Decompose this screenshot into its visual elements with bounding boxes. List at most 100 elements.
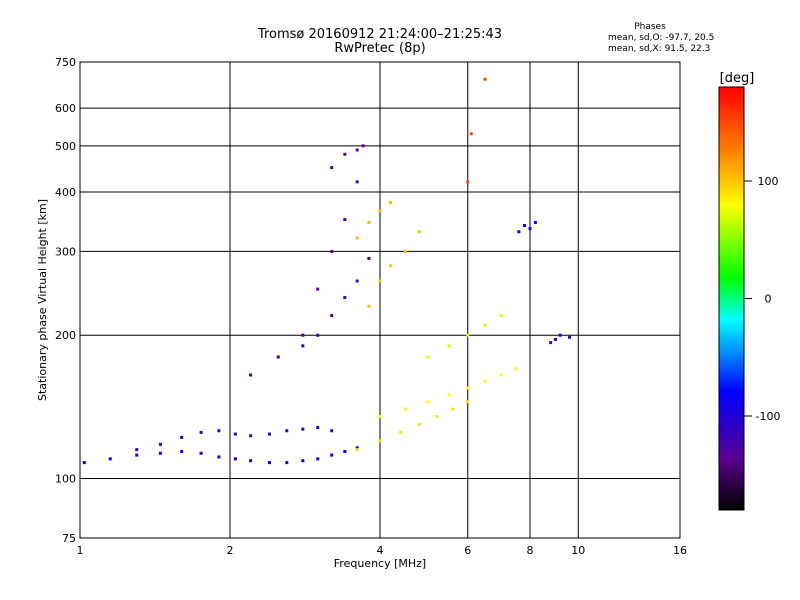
chart-title: Tromsø 20160912 21:24:00–21:25:43 bbox=[257, 27, 503, 42]
data-point bbox=[249, 373, 253, 377]
data-point bbox=[528, 227, 532, 231]
data-point bbox=[330, 429, 334, 433]
data-point bbox=[367, 256, 371, 260]
data-point bbox=[301, 427, 305, 431]
data-point bbox=[553, 337, 557, 341]
data-point bbox=[426, 400, 430, 404]
data-point bbox=[466, 180, 470, 184]
data-point bbox=[483, 379, 487, 383]
data-point bbox=[355, 446, 359, 450]
data-point bbox=[233, 457, 237, 461]
data-point bbox=[343, 152, 347, 156]
data-point bbox=[378, 439, 382, 443]
data-point bbox=[330, 166, 334, 170]
y-axis-label: Stationary phase Virtual Height [km] bbox=[36, 199, 49, 401]
y-tick-label: 750 bbox=[55, 56, 76, 69]
data-point bbox=[558, 333, 562, 337]
data-point bbox=[355, 279, 359, 283]
data-point bbox=[451, 407, 455, 411]
data-point bbox=[483, 77, 487, 81]
data-point bbox=[403, 407, 407, 411]
data-point bbox=[180, 449, 184, 453]
x-tick-label: 1 bbox=[77, 544, 84, 557]
data-point bbox=[435, 414, 439, 418]
data-point bbox=[355, 148, 359, 152]
data-point bbox=[549, 341, 553, 345]
data-point bbox=[316, 457, 320, 461]
colorbar-tick-label: -100 bbox=[756, 410, 781, 423]
data-point bbox=[135, 453, 139, 457]
data-point bbox=[361, 144, 365, 148]
y-axis-ticks: 75 100 200 300 400 500 600 750 bbox=[55, 56, 76, 545]
data-point bbox=[483, 323, 487, 327]
data-point bbox=[378, 209, 382, 213]
data-point bbox=[367, 221, 371, 225]
data-point bbox=[343, 296, 347, 300]
data-point bbox=[533, 221, 537, 225]
data-point bbox=[330, 453, 334, 457]
x-tick-label: 8 bbox=[527, 544, 534, 557]
data-point bbox=[301, 344, 305, 348]
x-tick-label: 4 bbox=[377, 544, 384, 557]
data-point bbox=[199, 430, 203, 434]
x-axis-ticks: 1 2 4 6 8 10 16 bbox=[77, 544, 688, 557]
data-point bbox=[267, 461, 271, 465]
y-tick-label: 100 bbox=[55, 473, 76, 486]
data-point bbox=[447, 344, 451, 348]
data-point bbox=[301, 459, 305, 463]
data-point bbox=[82, 461, 86, 465]
data-point bbox=[378, 279, 382, 283]
data-point bbox=[343, 449, 347, 453]
data-point bbox=[180, 435, 184, 439]
colorbar-tick-label: 0 bbox=[765, 293, 772, 306]
data-point bbox=[233, 432, 237, 436]
data-point bbox=[447, 393, 451, 397]
data-point bbox=[389, 201, 393, 205]
data-point bbox=[158, 451, 162, 455]
data-point bbox=[466, 333, 470, 337]
data-point bbox=[285, 461, 289, 465]
phases-stat-x: mean, sd,X: 91.5, 22.3 bbox=[608, 44, 711, 54]
data-point bbox=[285, 429, 289, 433]
data-point bbox=[367, 304, 371, 308]
x-tick-label: 16 bbox=[673, 544, 687, 557]
x-axis-label: Frequency [MHz] bbox=[334, 557, 426, 570]
data-point bbox=[355, 448, 359, 452]
colorbar-tick-label: 100 bbox=[758, 175, 779, 188]
data-point bbox=[389, 264, 393, 268]
data-point bbox=[355, 180, 359, 184]
data-point bbox=[301, 333, 305, 337]
data-point bbox=[158, 442, 162, 446]
y-tick-label: 75 bbox=[62, 532, 76, 545]
data-point bbox=[466, 386, 470, 390]
data-point bbox=[417, 422, 421, 426]
plot-frame bbox=[79, 61, 681, 539]
x-tick-label: 6 bbox=[464, 544, 471, 557]
data-point bbox=[514, 367, 518, 371]
data-point bbox=[567, 335, 571, 339]
data-point bbox=[417, 230, 421, 234]
chart-subtitle: RwPretec (8p) bbox=[334, 41, 426, 56]
data-point bbox=[316, 287, 320, 291]
y-tick-label: 400 bbox=[55, 186, 76, 199]
data-point bbox=[108, 457, 112, 461]
data-point bbox=[316, 333, 320, 337]
data-point bbox=[330, 314, 334, 318]
data-point bbox=[499, 314, 503, 318]
data-point bbox=[217, 455, 221, 459]
y-tick-label: 600 bbox=[55, 102, 76, 115]
colorbar-label: [deg] bbox=[720, 71, 755, 86]
data-point bbox=[469, 132, 473, 136]
data-point bbox=[426, 355, 430, 359]
phases-stat-o: mean, sd,O: -97.7, 20.5 bbox=[608, 33, 715, 43]
data-points bbox=[82, 77, 571, 465]
data-point bbox=[523, 224, 527, 228]
y-tick-label: 300 bbox=[55, 245, 76, 258]
data-point bbox=[378, 414, 382, 418]
data-point bbox=[499, 373, 503, 377]
y-tick-label: 200 bbox=[55, 329, 76, 342]
data-point bbox=[399, 430, 403, 434]
x-tick-label: 2 bbox=[227, 544, 234, 557]
y-tick-label: 500 bbox=[55, 140, 76, 153]
